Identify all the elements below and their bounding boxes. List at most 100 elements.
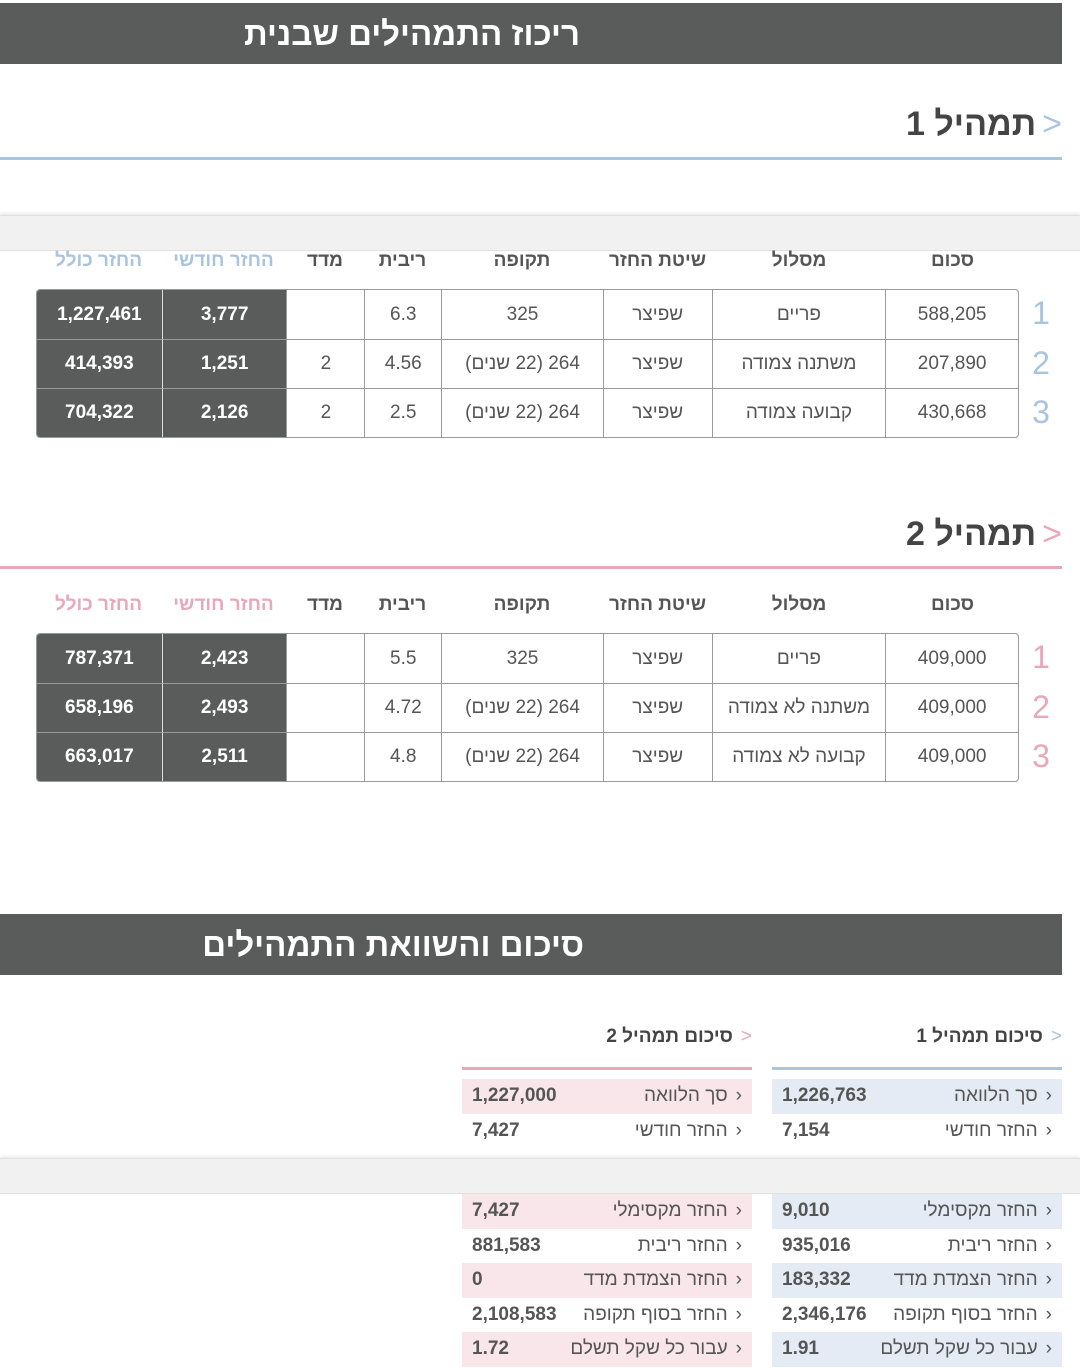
- table-cell: שפיצר: [602, 732, 712, 781]
- summary-row[interactable]: ‹עבור כל שקל תשלם 1.72: [462, 1332, 752, 1367]
- chevron-left-icon: <: [1042, 515, 1062, 553]
- table-cell: 658,196: [37, 683, 162, 732]
- table-cell: 2,511: [161, 732, 287, 781]
- table-cell: 264 (22 שנים): [441, 732, 603, 781]
- table-cell: 787,371: [37, 634, 162, 683]
- mix-title[interactable]: <תמהיל 1: [906, 105, 1062, 143]
- table-cell: פריים: [711, 290, 886, 339]
- table-header: סכום מסלול שיטת החזר תקופה ריבית מדד החזר חודש…: [36, 594, 1019, 616]
- table-cell: משתנה צמודה: [711, 339, 886, 388]
- table-row: 588,205 פריים שפיצר 325 6.3 3,777 1,227,461: [37, 290, 1018, 339]
- table-cell: 409,000: [885, 634, 1018, 683]
- table-cell: 1,227,461: [37, 290, 162, 339]
- chevron-left-icon: ‹: [735, 1085, 742, 1107]
- chevron-left-icon: ‹: [735, 1338, 742, 1360]
- column-header: שיטת החזר: [608, 594, 707, 615]
- chevron-left-icon: ‹: [735, 1119, 742, 1141]
- summary-underline: [772, 1067, 1062, 1070]
- chevron-left-icon: ‹: [1045, 1085, 1052, 1107]
- summary-row[interactable]: ‹החזר בסוף תקופה 2,346,176: [772, 1297, 1062, 1332]
- chevron-left-icon: ‹: [1045, 1269, 1052, 1291]
- row-number: 1: [1032, 639, 1050, 675]
- table-cell: 2.5: [364, 388, 442, 437]
- chevron-left-icon: ‹: [735, 1303, 742, 1325]
- table-header: סכום מסלול שיטת החזר תקופה ריבית מדד החזר חודש…: [36, 250, 1019, 272]
- summary-row[interactable]: ‹החזר ריבית 935,016: [772, 1228, 1062, 1263]
- table-cell: 207,890: [885, 339, 1018, 388]
- summary-row[interactable]: ‹החזר ריבית 881,583: [462, 1228, 752, 1263]
- chevron-left-icon: ‹: [735, 1269, 742, 1291]
- summary-row[interactable]: ‹החזר הצמדת מדד 0: [462, 1263, 752, 1298]
- summary-row[interactable]: ‹החזר חודשי 7,154: [772, 1113, 1062, 1148]
- summary-header-bar: סיכום והשוואת התמהילים: [0, 914, 1062, 975]
- table-cell: 325: [441, 634, 603, 683]
- table-cell: 588,205: [885, 290, 1018, 339]
- page-header-bar: ריכוז התמהילים שבנית: [0, 3, 1062, 64]
- chevron-left-icon: ‹: [735, 1200, 742, 1222]
- column-header: סכום: [930, 594, 974, 615]
- table-cell: 704,322: [37, 388, 162, 437]
- table-cell: קבועה לא צמודה: [711, 732, 886, 781]
- section-underline: [0, 157, 1062, 160]
- mix-title[interactable]: <תמהיל 2: [906, 515, 1062, 553]
- table-cell: שפיצר: [602, 683, 712, 732]
- table-cell: 663,017: [37, 732, 162, 781]
- column-header: מסלול: [771, 250, 827, 271]
- table-row: 409,000 פריים שפיצר 325 5.5 2,423 787,371: [37, 634, 1018, 683]
- summary-row[interactable]: ‹סך הלוואה 1,226,763: [772, 1079, 1062, 1114]
- table-row: 207,890 משתנה צמודה שפיצר 264 (22 שנים) 4.56…: [37, 339, 1018, 388]
- table-cell: 409,000: [885, 683, 1018, 732]
- summary-row[interactable]: ‹החזר מקסימלי 9,010: [772, 1194, 1062, 1229]
- mix-table: 409,000 פריים שפיצר 325 5.5 2,423 787,371 409,0…: [36, 633, 1019, 782]
- page-title: ריכוז התמהילים שבנית: [244, 15, 580, 52]
- table-cell: 2,493: [161, 683, 287, 732]
- column-header: תקופה: [493, 250, 551, 271]
- table-cell: 1,251: [161, 339, 287, 388]
- table-cell: פריים: [711, 634, 886, 683]
- divider-band: [0, 215, 1080, 251]
- column-header: החזר חודשי: [173, 594, 274, 615]
- summary-row[interactable]: ‹החזר בסוף תקופה 2,108,583: [462, 1297, 752, 1332]
- chevron-left-icon: ‹: [1045, 1234, 1052, 1256]
- summary-row[interactable]: ‹החזר חודשי 7,427: [462, 1113, 752, 1148]
- table-cell: 264 (22 שנים): [441, 683, 603, 732]
- table-cell: שפיצר: [602, 388, 712, 437]
- summary-title[interactable]: <סיכום תמהיל 2: [606, 1026, 752, 1047]
- summary-underline: [462, 1067, 752, 1070]
- summary-row[interactable]: ‹סך הלוואה 1,227,000: [462, 1079, 752, 1114]
- summary-column: <סיכום תמהיל 1 ‹סך הלוואה 1,226,763 ‹החזר ח…: [772, 1026, 1062, 1367]
- table-cell: 264 (22 שנים): [441, 339, 603, 388]
- summary-row[interactable]: ‹עבור כל שקל תשלם 1.91: [772, 1332, 1062, 1367]
- table-cell: משתנה לא צמודה: [711, 683, 886, 732]
- table-cell: [286, 634, 364, 683]
- table-cell: שפיצר: [602, 634, 712, 683]
- table-cell: 4.8: [364, 732, 442, 781]
- table-cell: 2,126: [161, 388, 287, 437]
- summary-title[interactable]: <סיכום תמהיל 1: [916, 1026, 1062, 1047]
- summary-row[interactable]: ‹החזר מקסימלי 7,427: [462, 1194, 752, 1229]
- column-header: שיטת החזר: [608, 250, 707, 271]
- table-cell: 409,000: [885, 732, 1018, 781]
- chevron-left-icon: <: [1050, 1026, 1062, 1047]
- table-cell: 430,668: [885, 388, 1018, 437]
- chevron-left-icon: ‹: [1045, 1200, 1052, 1222]
- column-header: החזר כולל: [54, 594, 143, 615]
- divider-band: [0, 1158, 1080, 1194]
- table-cell: 4.72: [364, 683, 442, 732]
- column-header: ריבית: [378, 250, 427, 271]
- table-cell: 5.5: [364, 634, 441, 683]
- column-header: החזר כולל: [54, 250, 143, 271]
- table-cell: 6.3: [364, 290, 441, 339]
- column-header: תקופה: [493, 594, 551, 615]
- chevron-left-icon: <: [740, 1026, 752, 1047]
- summary-row[interactable]: ‹החזר הצמדת מדד 183,332: [772, 1263, 1062, 1298]
- row-number: 3: [1032, 394, 1050, 430]
- table-cell: [286, 683, 365, 732]
- table-cell: קבועה צמודה: [711, 388, 886, 437]
- chevron-left-icon: ‹: [1045, 1303, 1052, 1325]
- mix-table: 588,205 פריים שפיצר 325 6.3 3,777 1,227,461 207…: [36, 289, 1019, 438]
- row-number: 2: [1032, 344, 1050, 381]
- column-header: סכום: [930, 250, 974, 271]
- table-cell: 2: [286, 339, 365, 388]
- table-cell: [286, 290, 364, 339]
